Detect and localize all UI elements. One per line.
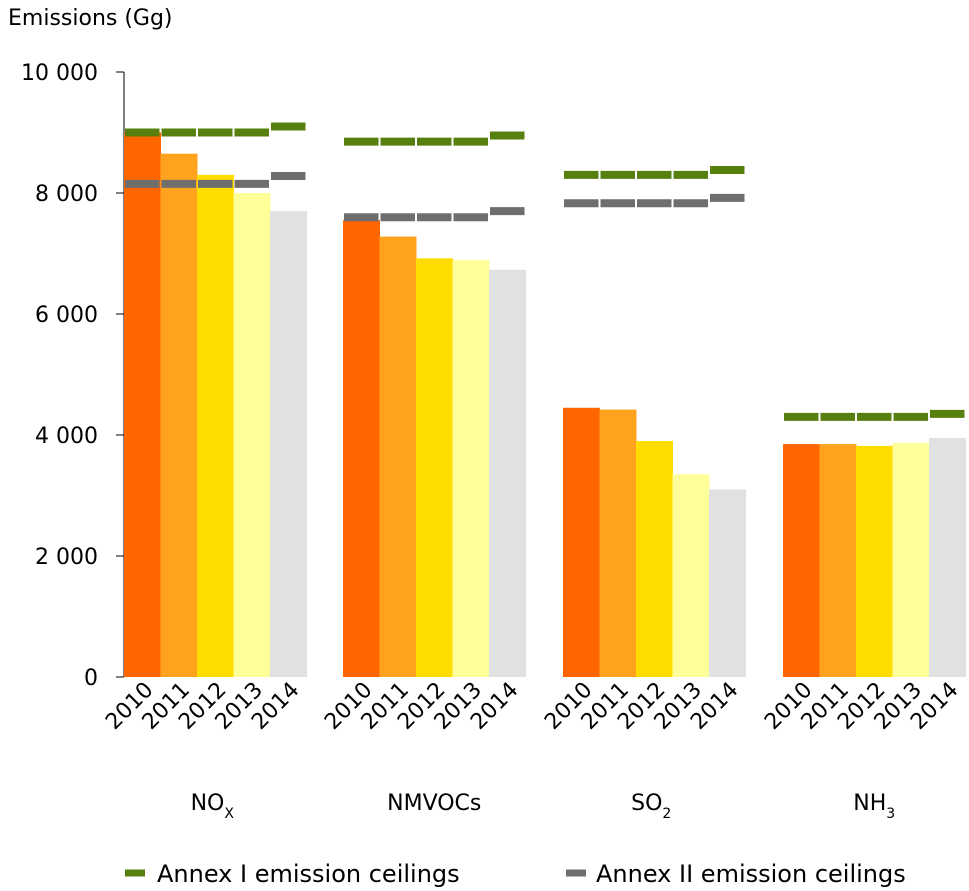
legend-label: Annex I emission ceilings	[157, 860, 460, 888]
bar	[636, 441, 673, 677]
legend-item: Annex II emission ceilings	[566, 860, 906, 888]
y-tick-label: 0	[84, 666, 98, 691]
bar	[892, 442, 930, 677]
bar-group	[124, 132, 307, 678]
bar	[672, 474, 710, 677]
group-label: NOX	[191, 791, 235, 822]
y-tick-label: 10 000	[21, 61, 98, 86]
y-tick-label: 8 000	[35, 182, 98, 207]
group-label-main: NMVOCs	[387, 791, 481, 816]
bar	[343, 220, 380, 677]
y-tick-label: 6 000	[35, 303, 98, 328]
group-label: NMVOCs	[387, 791, 481, 816]
bar	[819, 444, 857, 677]
group-label-main: NO	[191, 791, 225, 816]
bar-group	[563, 407, 746, 677]
bar-group	[343, 220, 526, 677]
group-label-subscript: 3	[886, 806, 895, 822]
bar	[197, 174, 234, 677]
bar	[160, 153, 198, 678]
ceiling-lines	[125, 122, 965, 421]
group-label-main: SO	[631, 791, 662, 816]
group-label-main: NH	[853, 791, 886, 816]
bar	[489, 269, 526, 677]
bar	[563, 407, 600, 677]
group-label: NH3	[853, 791, 895, 822]
y-tick-label: 2 000	[35, 545, 98, 570]
bars	[124, 132, 966, 678]
group-label-subscript: 2	[662, 806, 671, 822]
bar	[452, 260, 490, 677]
bar	[856, 445, 893, 677]
bar	[124, 132, 161, 677]
x-axis-labels: 20102011201220132014NOX20102011201220132…	[101, 678, 963, 822]
bar	[270, 211, 307, 677]
legend-item: Annex I emission ceilings	[125, 860, 460, 888]
bar	[783, 444, 820, 677]
y-axis: 0 2 000 4 000 6 000 8 000 10 000	[21, 61, 125, 691]
bar	[709, 489, 746, 677]
y-axis-title: Emissions (Gg)	[8, 6, 173, 31]
bar	[599, 409, 637, 677]
bar	[929, 438, 966, 677]
y-tick-label: 4 000	[35, 424, 98, 449]
bar	[379, 236, 417, 677]
bar	[416, 258, 453, 677]
legend-label: Annex II emission ceilings	[596, 860, 906, 888]
bar-group	[783, 438, 966, 677]
group-label-subscript: X	[224, 806, 234, 822]
bar	[233, 193, 271, 677]
group-label: SO2	[631, 791, 671, 822]
legend: Annex I emission ceilings Annex II emissi…	[125, 860, 906, 888]
